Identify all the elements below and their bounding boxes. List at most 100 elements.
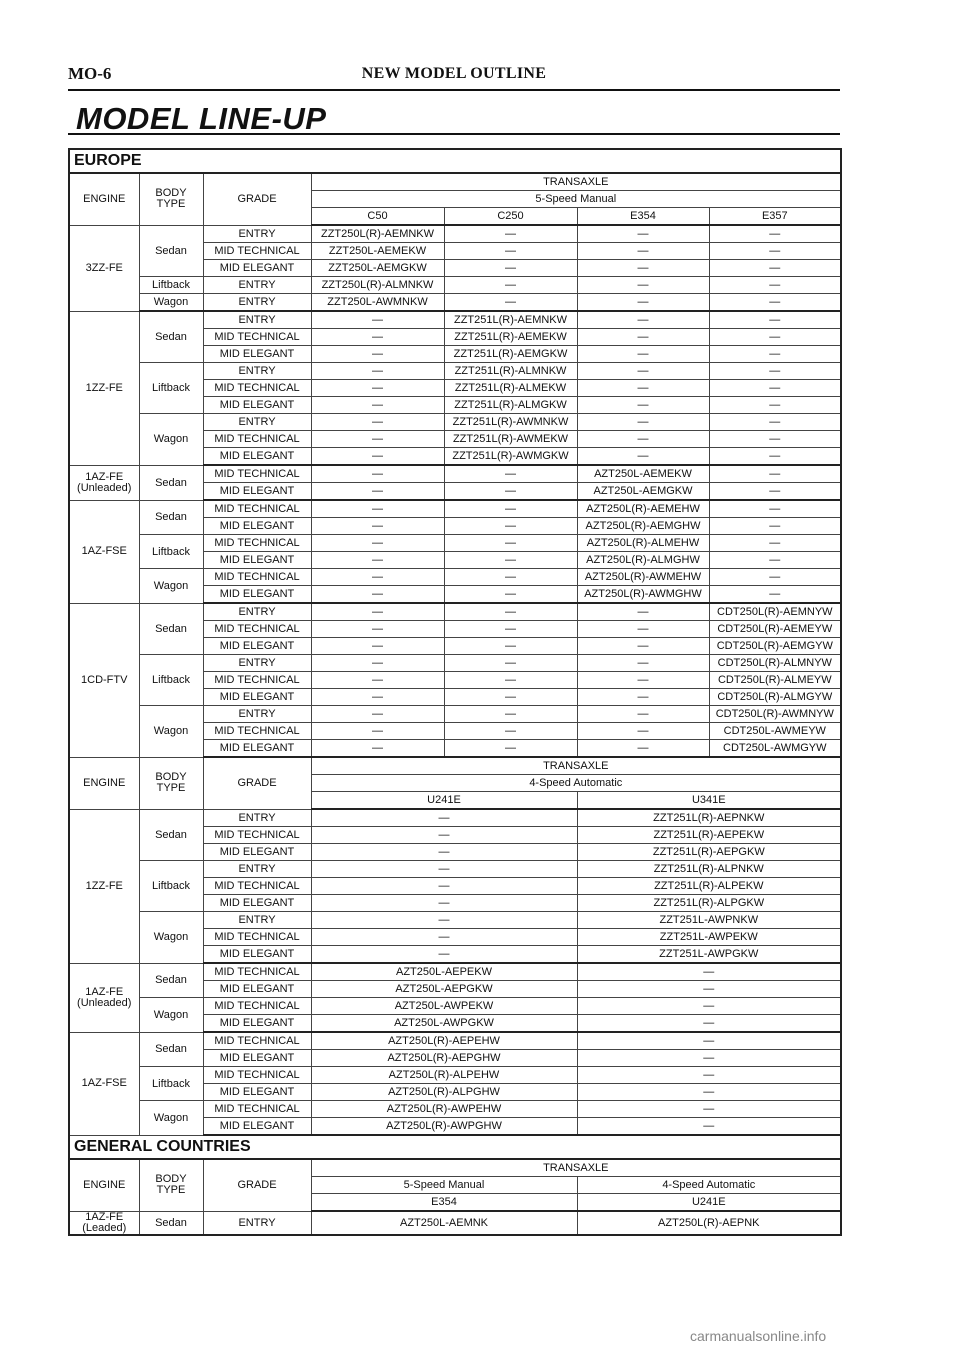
model-code-cell: —	[708, 396, 842, 414]
model-code-cell: —	[708, 413, 842, 431]
model-code-cell: —	[576, 1100, 842, 1118]
europe-auto-model-row: MID ELEGANT AZT250L(R)-AEPGHW —	[69, 1049, 842, 1067]
grade-cell: MID TECHNICAL	[202, 620, 312, 638]
europe-auto-model-row: Liftback ENTRY — ZZT251L(R)-ALPNKW	[69, 860, 842, 912]
model-code-cell: —	[708, 568, 842, 586]
europe-manual-mode-row: 5-Speed Manual	[69, 190, 842, 208]
model-code-cell: —	[443, 517, 578, 535]
model-code-cell: —	[576, 1049, 842, 1067]
model-code-cell: CDT250L-AWMGYW	[708, 739, 842, 758]
model-code-cell: ZZT251L(R)-AEMGKW	[443, 345, 578, 363]
europe-manual-model-row: 1ZZ-FE Sedan ENTRY — ZZT251L(R)-AEMNKW — —	[68, 310, 842, 466]
grade-cell: MID ELEGANT	[202, 1117, 312, 1136]
model-code-cell: —	[310, 568, 445, 586]
grade-cell: MID ELEGANT	[202, 894, 312, 912]
grade-cell: MID ELEGANT	[202, 259, 312, 277]
model-code-cell: AZT250L-AEPEKW	[310, 962, 578, 981]
model-code-cell: —	[576, 430, 710, 448]
model-code-cell: —	[576, 1066, 842, 1084]
grade-cell: MID TECHNICAL	[202, 1031, 312, 1050]
europe-manual-model-row: Liftback MID TECHNICAL — — AZT250L(R)-ALMEHW…	[69, 534, 842, 569]
model-code-cell: —	[576, 1031, 842, 1050]
model-code-cell: —	[708, 517, 842, 535]
model-code-cell: —	[708, 259, 842, 277]
grade-cell: MID TECHNICAL	[202, 997, 312, 1015]
europe-manual-header-row: ENGINE BODY TYPE GRADE TRANSAXLE	[68, 172, 842, 226]
model-code-cell: —	[576, 379, 710, 397]
grade-cell: MID ELEGANT	[202, 396, 312, 414]
grade-cell: MID ELEGANT	[202, 843, 312, 861]
model-code-cell: —	[443, 620, 578, 638]
model-code-cell: ZZT251L-AWPNKW	[576, 911, 842, 929]
europe-manual-model-row: MID ELEGANT — ZZT251L(R)-ALMGKW — —	[69, 396, 842, 414]
grade-cell: ENTRY	[202, 654, 312, 672]
model-code-cell: —	[310, 637, 445, 655]
engine-cell: 1ZZ-FE	[68, 310, 140, 466]
model-code-cell: ZZT251L(R)-ALPGKW	[576, 894, 842, 912]
europe-manual-model-row: MID TECHNICAL — — — CDT250L-AWMEYW	[69, 722, 842, 740]
grade-cell: MID TECHNICAL	[202, 877, 312, 895]
transaxle-code-header: C50	[310, 207, 445, 226]
model-code-cell: CDT250L(R)-AWMNYW	[708, 705, 842, 723]
grade-cell: MID ELEGANT	[202, 637, 312, 655]
grade-cell: MID TECHNICAL	[202, 671, 312, 689]
model-code-cell: ZZT251L(R)-ALMGKW	[443, 396, 578, 414]
grade-cell: MID TECHNICAL	[202, 962, 312, 981]
body-type-cell: Liftback	[138, 276, 204, 294]
grade-column-header: GRADE	[202, 172, 312, 226]
header-rule	[68, 89, 840, 91]
europe-manual-model-row: Wagon MID TECHNICAL — — AZT250L(R)-AWMEHW —	[69, 568, 842, 604]
model-code-cell: —	[576, 739, 710, 758]
europe-manual-model-row: MID ELEGANT — ZZT251L(R)-AWMGKW — —	[69, 447, 842, 466]
grade-cell: MID TECHNICAL	[202, 568, 312, 586]
model-code-cell: AZT250L(R)-AEMGHW	[576, 517, 710, 535]
europe-manual-model-row: MID ELEGANT — — AZT250L(R)-AWMGHW —	[69, 585, 842, 604]
model-code-cell: —	[708, 585, 842, 604]
model-code-cell: —	[443, 464, 578, 483]
grade-cell: MID ELEGANT	[202, 1083, 312, 1101]
model-code-cell: —	[708, 224, 842, 243]
transaxle-code-header: U241E	[576, 1193, 842, 1212]
europe-manual-model-row: Liftback ENTRY — — — CDT250L(R)-ALMNYW	[69, 654, 842, 706]
model-code-cell: —	[310, 860, 578, 878]
model-code-cell: ZZT250L-AWMNKW	[310, 293, 445, 312]
general-code-row: E354 U241E	[69, 1193, 842, 1212]
engine-cell: 1AZ-FSE	[68, 499, 140, 604]
model-code-cell: AZT250L(R)-AEMEHW	[576, 499, 710, 518]
model-code-cell: AZT250L-AEMNK	[310, 1210, 578, 1235]
body-type-cell: Wagon	[138, 413, 204, 466]
model-code-cell: —	[443, 739, 578, 758]
europe-manual-model-row: 1AZ-FSE Sedan MID TECHNICAL — — AZT250L(R)-AE…	[68, 499, 842, 604]
model-code-cell: —	[310, 894, 578, 912]
europe-auto-model-row: MID ELEGANT — ZZT251L-AWPGKW	[69, 945, 842, 964]
general-region-row: GENERAL COUNTRIES	[68, 1134, 842, 1160]
europe-manual-model-row: Liftback ENTRY ZZT250L(R)-ALMNKW — — —	[69, 276, 842, 294]
model-code-cell: —	[443, 705, 578, 723]
grade-cell: MID TECHNICAL	[202, 722, 312, 740]
europe-auto-model-row: MID ELEGANT AZT250L(R)-AWPGHW —	[69, 1117, 842, 1136]
model-code-cell: CDT250L-AWMEYW	[708, 722, 842, 740]
body-type-cell: Sedan	[138, 1031, 204, 1067]
europe-auto-model-row: MID ELEGANT — ZZT251L(R)-ALPGKW	[69, 894, 842, 912]
engine-column-header: ENGINE	[68, 756, 140, 810]
model-code-cell: ZZT251L(R)-AEPNKW	[576, 808, 842, 827]
europe-manual-model-row: MID ELEGANT — — — CDT250L(R)-AEMGYW	[69, 637, 842, 655]
body-type-cell: Liftback	[138, 534, 204, 569]
grade-cell: ENTRY	[202, 310, 312, 329]
grade-cell: MID ELEGANT	[202, 980, 312, 998]
page-header: MO-6 NEW MODEL OUTLINE	[68, 64, 840, 90]
europe-manual-model-row: MID TECHNICAL — ZZT251L(R)-ALMEKW — —	[69, 379, 842, 397]
body-type-cell: Wagon	[138, 1100, 204, 1136]
model-code-cell: —	[310, 499, 445, 518]
grade-cell: MID TECHNICAL	[202, 1100, 312, 1118]
general-model-row: 1AZ-FE (Leaded) Sedan ENTRY AZT250L-AEMNK AZT…	[68, 1210, 842, 1235]
model-code-cell: —	[310, 911, 578, 929]
model-code-cell: AZT250L-AEPGKW	[310, 980, 578, 998]
model-code-cell: —	[310, 345, 445, 363]
engine-cell: 1AZ-FE (Unleaded)	[68, 464, 140, 501]
model-code-cell: —	[310, 396, 445, 414]
model-code-cell: —	[310, 413, 445, 431]
page-number: MO-6	[68, 64, 112, 83]
model-code-cell: —	[310, 430, 445, 448]
europe-manual-model-row: MID TECHNICAL ZZT250L-AEMEKW — — —	[69, 242, 842, 260]
